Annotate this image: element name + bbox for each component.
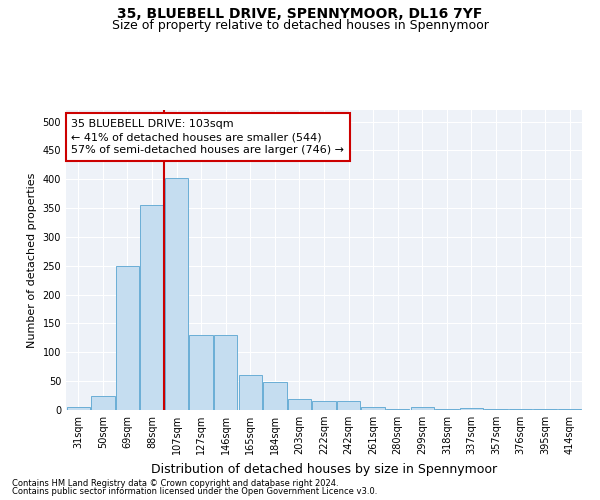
Text: Size of property relative to detached houses in Spennymoor: Size of property relative to detached ho… <box>112 18 488 32</box>
Bar <box>410 407 434 410</box>
Bar <box>67 407 90 410</box>
Bar <box>190 335 213 410</box>
Bar <box>91 396 115 410</box>
Bar <box>140 205 164 410</box>
Bar <box>558 409 581 410</box>
Bar <box>337 402 360 410</box>
Bar <box>116 266 139 410</box>
Bar <box>509 409 532 410</box>
Bar <box>288 399 311 410</box>
Bar <box>361 407 385 410</box>
Bar <box>165 178 188 410</box>
Bar <box>460 408 483 410</box>
Bar <box>313 401 335 410</box>
Y-axis label: Number of detached properties: Number of detached properties <box>27 172 37 348</box>
Text: 35, BLUEBELL DRIVE, SPENNYMOOR, DL16 7YF: 35, BLUEBELL DRIVE, SPENNYMOOR, DL16 7YF <box>118 8 482 22</box>
Text: Contains HM Land Registry data © Crown copyright and database right 2024.: Contains HM Land Registry data © Crown c… <box>12 478 338 488</box>
Bar <box>214 335 238 410</box>
Bar <box>263 382 287 410</box>
Text: 35 BLUEBELL DRIVE: 103sqm
← 41% of detached houses are smaller (544)
57% of semi: 35 BLUEBELL DRIVE: 103sqm ← 41% of detac… <box>71 119 344 156</box>
Text: Contains public sector information licensed under the Open Government Licence v3: Contains public sector information licen… <box>12 487 377 496</box>
Bar <box>239 376 262 410</box>
X-axis label: Distribution of detached houses by size in Spennymoor: Distribution of detached houses by size … <box>151 462 497 475</box>
